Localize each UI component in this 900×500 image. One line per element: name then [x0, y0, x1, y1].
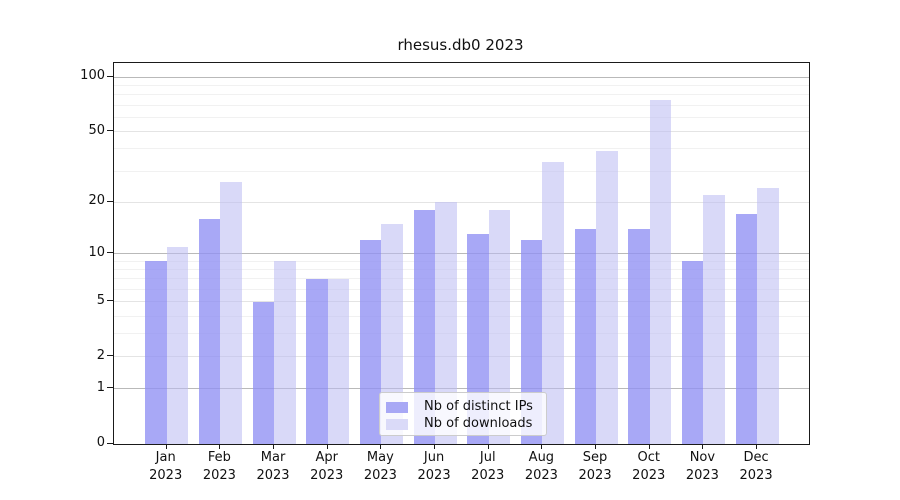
legend-label-downloads: Nb of downloads [424, 416, 533, 431]
x-tick-mark-mar [273, 444, 275, 449]
gridline-60 [114, 116, 809, 118]
x-tick-label-dec: Dec 2023 [739, 450, 773, 483]
y-tick-label-1: 1 [96, 379, 105, 395]
bar-downloads-jul [488, 210, 511, 444]
y-tick-label-20: 20 [88, 193, 105, 209]
bar-downloads-jan [166, 246, 189, 444]
gridline-50 [114, 131, 809, 133]
x-tick-mark-may [380, 444, 382, 449]
x-tick-mark-nov [702, 444, 704, 449]
gridline-10 [114, 253, 809, 254]
legend-label-distinct-ips: Nb of distinct IPs [424, 399, 533, 414]
bar-distinct-ips-jan [145, 261, 167, 444]
y-tick-mark-10 [107, 252, 113, 253]
gridline-20 [114, 201, 809, 203]
bar-downloads-dec [757, 188, 779, 444]
bar-downloads-mar [274, 261, 296, 444]
y-tick-mark-2 [107, 355, 113, 357]
x-tick-label-aug: Aug 2023 [524, 450, 558, 483]
y-tick-label-2: 2 [96, 347, 105, 363]
gridline-3 [114, 333, 809, 335]
y-tick-mark-50 [107, 130, 113, 132]
legend-swatch-downloads [386, 418, 408, 430]
bar-downloads-oct [649, 99, 672, 444]
x-tick-label-jul: Jul 2023 [471, 450, 505, 483]
gridline-100 [114, 76, 809, 78]
y-tick-mark-100 [107, 75, 113, 77]
bar-downloads-may [381, 223, 403, 444]
gridline-70 [114, 104, 809, 106]
gridline-5 [114, 301, 809, 303]
y-tick-label-10: 10 [88, 244, 105, 260]
bar-distinct-ips-mar [252, 301, 275, 444]
x-tick-label-may: May 2023 [363, 450, 397, 483]
bar-downloads-sep [596, 150, 618, 444]
bar-distinct-ips-dec [735, 214, 758, 444]
x-tick-label-jan: Jan 2023 [149, 450, 183, 483]
gridline-2 [114, 356, 809, 358]
y-tick-mark-5 [107, 300, 113, 302]
x-tick-mark-aug [541, 444, 543, 449]
x-tick-label-nov: Nov 2023 [685, 450, 719, 483]
gridline-8 [114, 268, 809, 270]
y-tick-mark-20 [107, 200, 113, 202]
x-tick-label-oct: Oct 2023 [632, 450, 666, 483]
y-tick-label-50: 50 [88, 122, 105, 138]
bar-distinct-ips-apr [306, 278, 328, 444]
bar-downloads-aug [542, 161, 564, 444]
x-tick-mark-jan [165, 444, 167, 449]
x-tick-mark-oct [648, 444, 650, 449]
x-tick-label-jun: Jun 2023 [417, 450, 451, 483]
x-tick-label-feb: Feb 2023 [202, 450, 236, 483]
gridline-30 [114, 170, 809, 172]
x-tick-mark-sep [595, 444, 597, 449]
x-tick-label-mar: Mar 2023 [256, 450, 290, 483]
bar-distinct-ips-oct [628, 228, 650, 444]
gridline-80 [114, 94, 809, 96]
bar-distinct-ips-sep [574, 228, 597, 444]
gridline-7 [114, 278, 809, 280]
plot-area [113, 62, 810, 445]
gridline-40 [114, 148, 809, 150]
gridline-90 [114, 85, 809, 87]
bar-downloads-feb [220, 182, 242, 444]
gridline-6 [114, 288, 809, 290]
x-tick-label-apr: Apr 2023 [310, 450, 344, 483]
x-tick-mark-jun [434, 444, 436, 449]
bar-distinct-ips-jun [413, 210, 436, 444]
legend-swatch-distinct-ips [386, 401, 408, 413]
bar-distinct-ips-feb [198, 218, 221, 444]
bar-distinct-ips-jul [467, 234, 489, 444]
gridline-4 [114, 315, 809, 317]
chart-title: rhesus.db0 2023 [397, 36, 524, 54]
x-tick-mark-jul [487, 444, 489, 449]
legend-item-downloads: Nb of downloads [386, 416, 546, 432]
y-tick-label-0: 0 [96, 435, 105, 450]
gridline-9 [114, 260, 809, 262]
x-tick-mark-dec [756, 444, 758, 449]
y-tick-mark-1 [107, 387, 113, 389]
legend-item-distinct-ips: Nb of distinct IPs [386, 399, 546, 415]
x-tick-mark-apr [326, 444, 328, 449]
y-tick-label-5: 5 [96, 292, 105, 308]
bar-downloads-jun [435, 202, 457, 444]
y-tick-label-100: 100 [80, 68, 105, 84]
y-tick-mark-0 [107, 442, 113, 444]
bar-distinct-ips-may [359, 240, 382, 444]
x-tick-label-sep: Sep 2023 [578, 450, 612, 483]
bar-downloads-nov [703, 194, 725, 444]
bar-downloads-apr [327, 278, 350, 444]
bar-distinct-ips-nov [681, 261, 704, 444]
gridline-1 [114, 388, 809, 390]
x-tick-mark-feb [219, 444, 221, 449]
legend: Nb of distinct IPs Nb of downloads [379, 392, 547, 436]
